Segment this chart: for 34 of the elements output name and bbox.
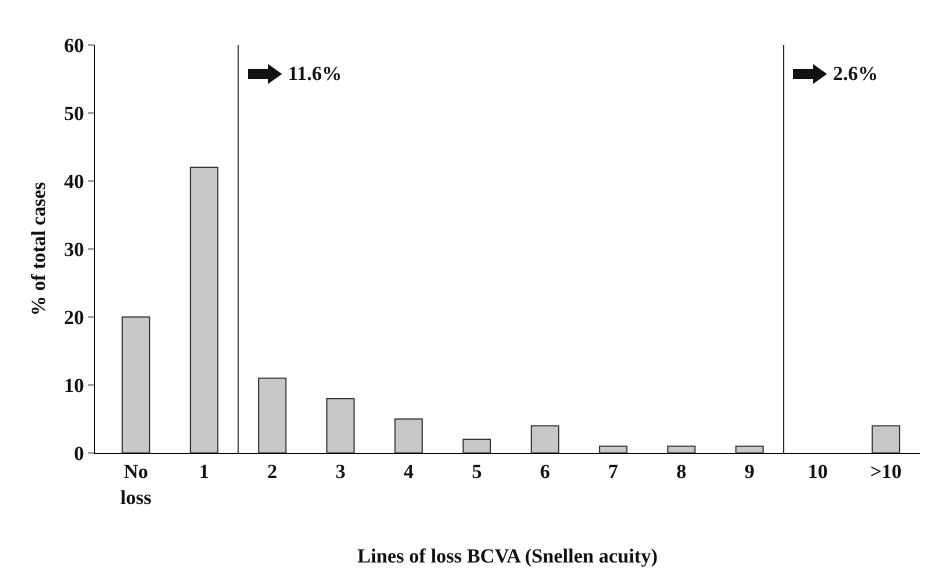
y-tick-label: 50 [64,103,84,125]
y-axis-title: % of total cases [28,182,50,316]
bar [598,446,628,453]
y-tick-label: 10 [64,375,84,397]
x-tick-label: 9 [744,461,755,483]
y-tick-label: 40 [64,171,84,193]
y-tick-label: 60 [64,35,84,57]
y-tick-label: 30 [64,239,84,261]
bar [872,425,900,453]
x-tick-label: 10 [808,461,828,483]
bar [735,446,764,453]
y-tick-label: 20 [64,307,84,329]
x-tick-label: 7 [608,461,618,483]
x-tick-label: 5 [472,461,482,483]
x-tick-label: 6 [540,461,550,483]
annotation: 2.6% [833,63,878,85]
annotation: 11.6% [288,63,342,85]
x-tick-label: 8 [676,461,686,483]
bar [190,166,218,453]
x-tick-label: >10 [870,461,902,483]
x-tick-label: 1 [199,461,210,483]
x-tick-label: 3 [335,461,346,483]
bar [530,425,560,453]
bar [667,446,696,453]
bar [122,316,150,453]
y-tick-label: 0 [74,443,84,465]
bar [326,398,355,453]
x-tick-label: 4 [404,461,414,483]
bar [462,438,492,453]
bar [394,418,423,453]
x-axis-title: Lines of loss BCVA (Snellen acuity) [357,546,658,568]
bar [258,378,287,453]
x-tick-label: No loss [120,461,152,509]
x-tick-label: 2 [267,461,278,483]
